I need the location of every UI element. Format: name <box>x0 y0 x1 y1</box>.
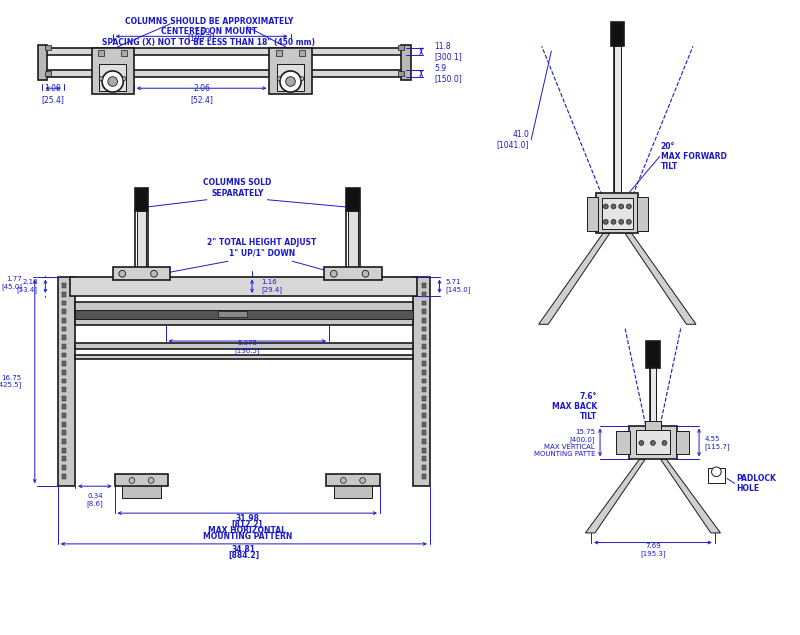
Circle shape <box>148 478 154 483</box>
Bar <box>270 48 312 94</box>
Bar <box>75 302 413 324</box>
Circle shape <box>108 77 118 86</box>
Bar <box>422 404 426 410</box>
Circle shape <box>150 271 158 277</box>
Circle shape <box>280 71 301 92</box>
Bar <box>276 50 282 55</box>
Bar <box>422 474 426 479</box>
Text: 15.75
[400.0]
MAX VERTICAL
MOUNTING PATTE: 15.75 [400.0] MAX VERTICAL MOUNTING PATT… <box>534 429 595 457</box>
Circle shape <box>626 204 631 209</box>
Circle shape <box>603 220 608 224</box>
Bar <box>413 277 430 486</box>
Bar <box>422 335 426 340</box>
Circle shape <box>711 467 721 477</box>
Bar <box>62 335 66 340</box>
Bar <box>122 50 127 55</box>
Circle shape <box>129 478 134 483</box>
Text: 1.77
[45.0]: 1.77 [45.0] <box>2 276 22 290</box>
Text: 4.55
[115.7]: 4.55 [115.7] <box>705 436 730 450</box>
Bar <box>422 370 426 375</box>
Text: 5.9
[150.0]: 5.9 [150.0] <box>434 64 462 83</box>
Text: 2.10
[53.4]: 2.10 [53.4] <box>17 279 38 293</box>
Bar <box>422 292 426 297</box>
Text: COLUMNS SHOULD BE APPROXIMATELY
CENTERED ON MOUNT
SPACING (X) NOT TO BE LESS THA: COLUMNS SHOULD BE APPROXIMATELY CENTERED… <box>102 17 315 47</box>
Bar <box>422 387 426 392</box>
Bar <box>70 277 418 296</box>
Bar <box>422 465 426 470</box>
Bar <box>42 70 406 77</box>
Bar <box>398 45 404 50</box>
Circle shape <box>362 271 369 277</box>
Bar <box>75 354 413 359</box>
Text: MOUNTING PATTERN: MOUNTING PATTERN <box>202 531 292 540</box>
Text: 16.75
[425.5]: 16.75 [425.5] <box>0 375 22 388</box>
Text: 1.00
[25.4]: 1.00 [25.4] <box>42 84 65 104</box>
Text: 11.8
[300.1]: 11.8 [300.1] <box>434 41 462 61</box>
Bar <box>62 292 66 297</box>
Bar <box>646 341 660 368</box>
Bar <box>346 188 360 211</box>
Text: 5.71
[145.0]: 5.71 [145.0] <box>446 279 470 293</box>
Bar <box>422 396 426 401</box>
Circle shape <box>330 271 337 277</box>
Text: 1.16
[29.4]: 1.16 [29.4] <box>262 279 282 293</box>
Bar <box>91 48 134 94</box>
Bar <box>62 431 66 435</box>
Circle shape <box>360 478 366 483</box>
Circle shape <box>618 204 623 209</box>
Bar <box>62 474 66 479</box>
Bar <box>422 344 426 349</box>
Polygon shape <box>661 459 721 533</box>
Circle shape <box>341 478 346 483</box>
Circle shape <box>618 220 623 224</box>
Bar <box>62 439 66 444</box>
Text: COLUMNS SOLD
SEPARATELY: COLUMNS SOLD SEPARATELY <box>203 178 272 198</box>
Bar <box>602 198 633 229</box>
Circle shape <box>277 77 281 81</box>
Circle shape <box>300 77 304 81</box>
Bar <box>629 425 677 459</box>
Circle shape <box>662 441 667 445</box>
Bar <box>401 45 410 79</box>
Bar <box>62 457 66 461</box>
Bar <box>636 431 670 455</box>
Bar <box>422 448 426 453</box>
Bar <box>62 370 66 375</box>
Bar <box>422 326 426 331</box>
Bar <box>62 422 66 427</box>
Bar <box>614 46 621 195</box>
Bar <box>38 45 47 79</box>
Bar <box>134 188 148 211</box>
Bar <box>586 197 598 232</box>
Text: [812.2]: [812.2] <box>232 520 262 529</box>
Bar <box>122 485 161 498</box>
Bar <box>62 301 66 305</box>
Text: PADLOCK
HOLE: PADLOCK HOLE <box>737 474 777 493</box>
Bar <box>422 283 426 288</box>
Bar <box>62 404 66 410</box>
Circle shape <box>102 71 123 92</box>
Polygon shape <box>586 459 646 533</box>
Bar <box>99 64 126 91</box>
Bar <box>398 71 404 76</box>
Bar <box>46 71 51 76</box>
Text: 5.375
[136.5]: 5.375 [136.5] <box>234 340 260 354</box>
Circle shape <box>626 220 631 224</box>
Bar <box>98 50 104 55</box>
Bar <box>422 422 426 427</box>
Bar <box>277 64 304 91</box>
Bar <box>62 413 66 418</box>
Bar <box>62 361 66 366</box>
Polygon shape <box>538 234 610 324</box>
Bar <box>62 448 66 453</box>
Bar <box>62 309 66 314</box>
Bar <box>422 352 426 358</box>
Bar <box>42 48 406 55</box>
Text: [195.3]: [195.3] <box>188 33 215 42</box>
Bar <box>326 474 380 486</box>
Text: 41.0
[1041.0]: 41.0 [1041.0] <box>497 130 530 149</box>
Text: [884.2]: [884.2] <box>228 551 259 560</box>
Bar <box>422 309 426 314</box>
Bar <box>62 396 66 401</box>
Bar <box>422 378 426 384</box>
